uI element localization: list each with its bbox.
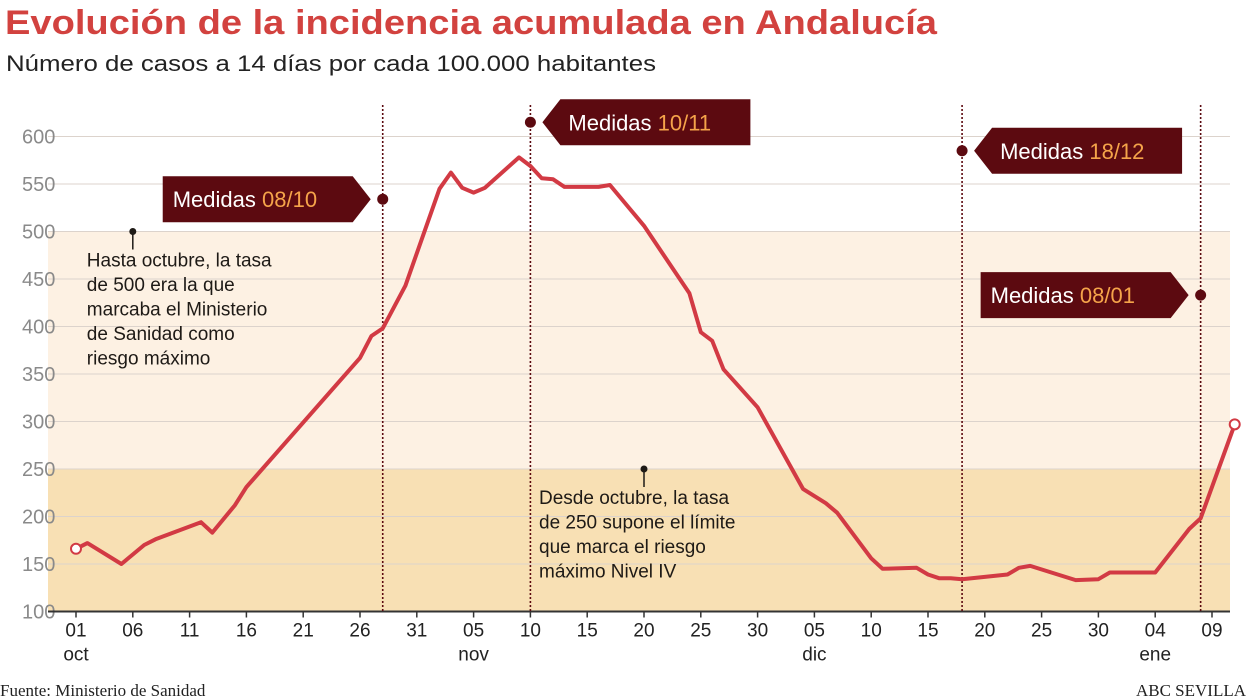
event-label: Medidas 08/10	[173, 187, 317, 212]
risk-bands	[48, 231, 1230, 612]
month-label: nov	[458, 645, 489, 666]
x-tick-label: 06	[122, 621, 143, 642]
event-label-box	[974, 127, 1183, 174]
annotation-text: riesgo máximo	[87, 349, 211, 370]
event-marker	[1195, 289, 1207, 301]
annotation-text: Hasta octubre, la tasa	[87, 251, 272, 272]
event-label-prefix: Medidas	[568, 110, 657, 135]
y-tick-label: 450	[22, 269, 55, 291]
chart-subtitle: Número de casos a 14 días por cada 100.0…	[6, 51, 656, 76]
endpoint-marker	[1228, 418, 1241, 431]
y-axis: 100 150 200 250 300 350 400 450 500 550 600	[22, 127, 55, 624]
annotation-text: de 500 era la que	[87, 275, 235, 296]
x-tick-label: 25	[1031, 621, 1052, 642]
x-tick-label: 05	[463, 621, 484, 642]
source-note: Fuente: Ministerio de Sanidad	[0, 681, 206, 698]
event-label: Medidas 10/11	[568, 110, 711, 135]
y-tick-label: 150	[22, 554, 55, 576]
x-tick-label: 11	[180, 621, 200, 642]
x-axis: 01 oct 06 11 16 21 26 31 05 nov 10 15 20 25 30 05 dic 10 1…	[48, 610, 1230, 666]
x-tick-label: 15	[917, 621, 938, 642]
annotation-text: de 250 supone el límite	[539, 513, 735, 534]
x-tick-label: 20	[974, 621, 995, 642]
annotations: Hasta octubre, la tasa de 500 era la que m…	[87, 228, 735, 583]
month-label: oct	[63, 645, 89, 666]
credit: ABC SEVILLA	[1136, 681, 1247, 698]
annotation-text: marcaba el Ministerio	[87, 300, 268, 321]
chart-title: Evolución de la incidencia acumulada en …	[5, 4, 938, 42]
event-lines	[381, 105, 1202, 612]
event-label-box	[980, 272, 1189, 319]
x-tick-label: 10	[520, 621, 541, 642]
y-tick-label: 300	[22, 412, 55, 434]
x-tick-label: 09	[1201, 621, 1222, 642]
y-tick-label: 500	[22, 222, 55, 244]
y-tick-label: 600	[22, 127, 55, 149]
event-label: Medidas 08/01	[991, 283, 1135, 308]
annotation-text: que marca el riesgo	[539, 537, 706, 558]
x-tick-label: 26	[349, 621, 370, 642]
x-tick-label: 21	[293, 621, 314, 642]
x-tick-label: 10	[861, 621, 882, 642]
annotation-text: Desde octubre, la tasa	[539, 488, 730, 509]
y-tick-label: 550	[22, 174, 55, 196]
x-tick-label: 01	[65, 621, 86, 642]
series-line	[70, 155, 1241, 583]
event-label-date: 10/11	[658, 110, 711, 135]
event-label-box	[162, 176, 371, 223]
y-tick-label: 250	[22, 459, 55, 481]
x-tick-label: 30	[747, 621, 768, 642]
endpoint-marker	[70, 542, 82, 555]
x-tick-label: 05	[804, 621, 825, 642]
pin-dot	[129, 228, 137, 235]
y-tick-label: 350	[22, 364, 55, 386]
x-tick-label: 20	[633, 621, 654, 642]
x-tick-label: 16	[236, 621, 257, 642]
event-label-prefix: Medidas	[173, 187, 262, 212]
month-label: dic	[802, 645, 826, 666]
event-label-date: 08/01	[1080, 283, 1135, 308]
x-tick-label: 25	[690, 621, 711, 642]
event-label-prefix: Medidas	[991, 283, 1080, 308]
event-label-box	[542, 99, 751, 146]
month-label: ene	[1139, 645, 1171, 666]
event-marker	[524, 116, 536, 128]
y-tick-label: 400	[22, 317, 55, 339]
x-tick-label: 15	[577, 621, 598, 642]
annotation-text: máximo Nivel IV	[539, 562, 677, 583]
y-tick-label: 200	[22, 507, 55, 529]
event-label-date: 08/10	[262, 187, 317, 212]
event-marker	[377, 193, 389, 205]
event-label-date: 18/12	[1089, 139, 1144, 164]
pin-dot	[640, 465, 648, 473]
incidence-line	[75, 155, 1237, 583]
x-tick-label: 30	[1088, 621, 1109, 642]
event-label-prefix: Medidas	[1000, 139, 1089, 164]
event-label: Medidas 18/12	[1000, 139, 1144, 164]
event-marker	[956, 145, 968, 157]
annotation-text: de Sanidad como	[87, 324, 235, 345]
x-tick-label: 31	[406, 621, 427, 642]
risk-band	[48, 231, 1230, 469]
y-tick-label: 100	[22, 602, 55, 624]
x-tick-label: 04	[1145, 621, 1167, 642]
